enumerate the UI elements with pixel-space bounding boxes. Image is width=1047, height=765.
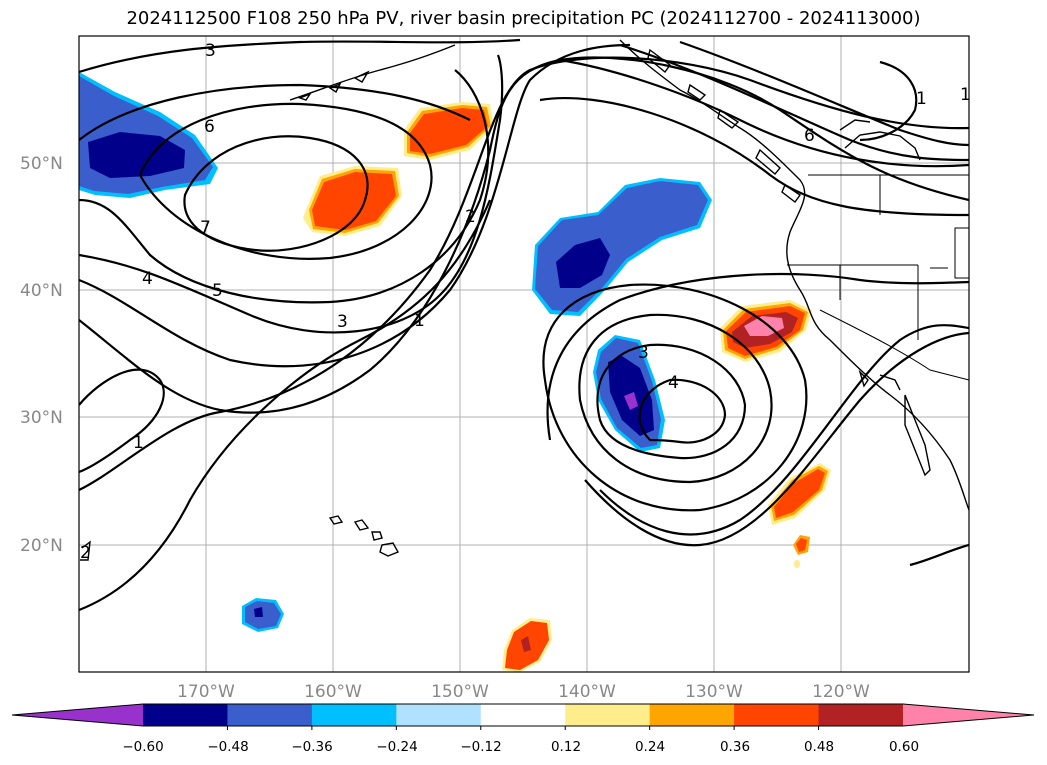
lon-label: 130°W — [685, 682, 743, 702]
colorbar-segment — [480, 704, 566, 726]
contour-label: 3 — [205, 41, 216, 61]
contour-label: 2 — [465, 207, 476, 227]
map-title: 2024112500 F108 250 hPa PV, river basin … — [126, 8, 921, 29]
precip-negative-south — [242, 598, 284, 632]
contour-label: 3 — [638, 343, 649, 363]
precip-positive-nw2 — [303, 166, 402, 236]
contour-label: 3 — [337, 312, 348, 332]
political-borders — [787, 174, 969, 381]
lon-label: 140°W — [558, 682, 616, 702]
colorbar-tick-label: −0.24 — [376, 739, 417, 755]
colorbar-tick-label: −0.36 — [291, 739, 332, 755]
longitude-labels: 170°W 160°W 150°W 140°W 130°W 120°W — [177, 682, 870, 702]
precip-positive-south — [502, 618, 552, 672]
contour-label: 1 — [133, 433, 144, 453]
coastlines — [80, 39, 969, 561]
colorbar-extend-max — [903, 704, 1034, 726]
contour-label: 4 — [142, 269, 153, 289]
lat-label: 40°N — [20, 281, 63, 301]
colorbar-segment — [649, 704, 735, 726]
pv-contours — [79, 38, 969, 612]
colorbar-segment — [143, 704, 228, 726]
contour-label: 6 — [804, 126, 815, 146]
precip-negative-nw — [79, 72, 218, 198]
precip-positive-subtropical — [768, 463, 831, 568]
colorbar-outline — [11, 703, 1035, 727]
colorbar-tick-label: −0.60 — [122, 739, 163, 755]
lon-label: 120°W — [812, 682, 870, 702]
colorbar-segment — [396, 704, 482, 726]
latitude-labels: 50°N 40°N 30°N 20°N — [20, 154, 63, 556]
precip-negative-subtropical — [593, 335, 665, 452]
colorbar-tick-label: 0.36 — [720, 739, 750, 755]
contour-label: 1 — [960, 85, 971, 105]
colorbar-segment — [227, 704, 313, 726]
colorbar-tick-label: 0.60 — [889, 739, 919, 755]
colorbar-segment — [818, 704, 904, 726]
colorbar-segment — [565, 704, 651, 726]
contour-label: 1 — [916, 89, 927, 109]
lon-label: 160°W — [304, 682, 362, 702]
colorbar-segment — [734, 704, 820, 726]
lat-label: 50°N — [20, 154, 63, 174]
lat-label: 20°N — [20, 536, 63, 556]
precip-positive-nw1 — [404, 102, 494, 160]
colorbar — [11, 703, 1035, 730]
colorbar-tick-label: 0.12 — [551, 739, 581, 755]
contour-label: 2 — [80, 543, 91, 563]
colorbar-tick-label: 0.48 — [804, 739, 834, 755]
contour-label: 7 — [200, 218, 211, 238]
colorbar-tick-label: −0.48 — [207, 739, 248, 755]
map-frame — [78, 35, 970, 673]
contour-label: 6 — [204, 117, 215, 137]
contour-labels: 3 6 7 5 4 3 2 1 3 4 6 1 1 1 2 — [80, 41, 971, 563]
precip-negative-central — [532, 178, 712, 316]
colorbar-labels: −0.60 −0.48 −0.36 −0.24 −0.12 0.12 0.24 … — [122, 739, 919, 755]
lat-label: 30°N — [20, 408, 63, 428]
lon-label: 150°W — [431, 682, 489, 702]
colorbar-tick-label: 0.24 — [635, 739, 665, 755]
colorbar-segment — [311, 704, 397, 726]
contour-label: 4 — [668, 373, 679, 393]
colorbar-extend-min — [12, 704, 143, 726]
colorbar-tick-label: −0.12 — [460, 739, 501, 755]
lon-label: 170°W — [177, 682, 235, 702]
precip-positive-coast — [720, 300, 812, 362]
contour-label: 5 — [212, 281, 223, 301]
contour-label: 1 — [414, 311, 425, 331]
